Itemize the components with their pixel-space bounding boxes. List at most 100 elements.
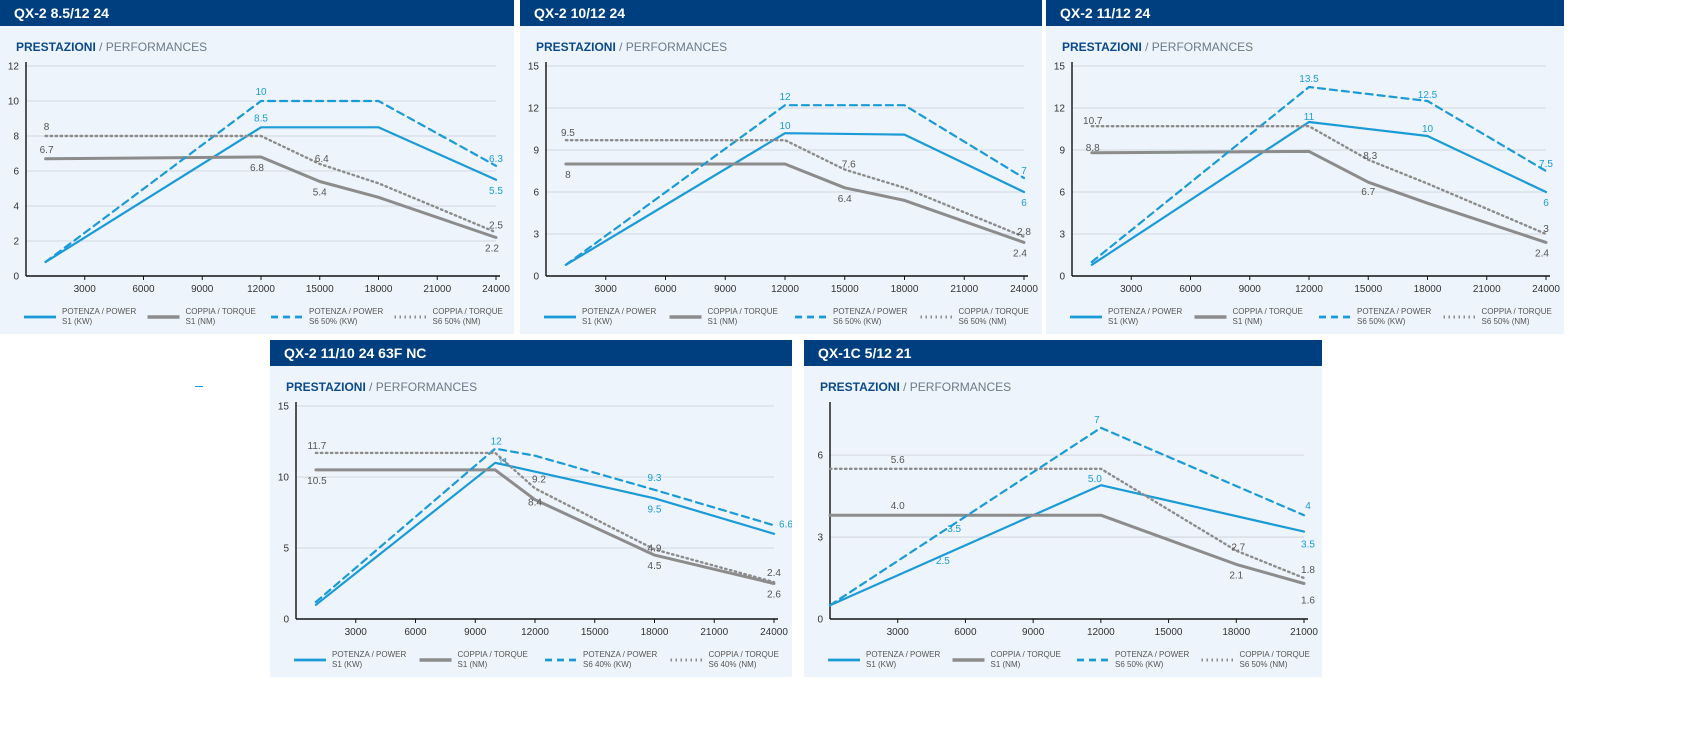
legend-label: S1 (NM): [1233, 317, 1263, 326]
series-line: [564, 138, 1026, 239]
series-line: [44, 126, 498, 264]
x-tick-label: 15000: [306, 284, 334, 295]
data-label: 7.5: [1539, 159, 1553, 170]
series-line: [314, 447, 776, 604]
legend-label: COPPIA / TORQUE: [433, 307, 503, 316]
x-tick-label: 3000: [1120, 284, 1143, 295]
subtitle-slash: /: [95, 40, 106, 54]
data-label: 3.5: [947, 524, 961, 535]
y-tick-label: 3: [1059, 230, 1065, 241]
x-tick-label: 18000: [891, 284, 919, 295]
x-tick-label: 12000: [521, 627, 549, 638]
data-label: 10: [1422, 124, 1434, 135]
series-line: [564, 162, 1026, 244]
legend-label: S1 (NM): [458, 660, 488, 669]
x-tick-label: 24000: [760, 627, 788, 638]
x-tick-label: 6000: [132, 284, 155, 295]
data-label: 6.6: [779, 519, 792, 530]
data-label: 7.6: [842, 160, 856, 171]
y-tick-label: 0: [817, 615, 823, 626]
data-label: 1.8: [1301, 565, 1315, 576]
data-label: 2.7: [1231, 543, 1245, 554]
data-label: 5.4: [313, 188, 327, 199]
chart-subtitle: PRESTAZIONI / PERFORMANCES: [1062, 40, 1253, 54]
subtitle-performances: PERFORMANCES: [375, 380, 478, 394]
data-label: 9.5: [648, 504, 662, 515]
subtitle-performances: PERFORMANCES: [1151, 40, 1254, 54]
legend-label: S6 50% (KW): [833, 317, 882, 326]
data-label: 5.6: [891, 455, 905, 466]
data-label: 9.3: [648, 473, 662, 484]
series-line: [564, 104, 1026, 266]
x-tick-label: 21000: [1290, 627, 1318, 638]
x-tick-label: 6000: [404, 627, 427, 638]
data-label: 8.4: [528, 498, 542, 509]
x-tick-label: 18000: [365, 284, 393, 295]
legend-label: S1 (KW): [62, 317, 93, 326]
legend-label: S6 50% (KW): [309, 317, 358, 326]
y-tick-label: 8: [13, 132, 19, 143]
data-label: 6.7: [1361, 187, 1375, 198]
y-tick-label: 9: [533, 146, 539, 157]
x-tick-label: 15000: [1155, 627, 1183, 638]
series-line: [1090, 149, 1548, 244]
legend-label: POTENZA / POWER: [833, 307, 907, 316]
data-label: 12: [491, 437, 503, 448]
data-label: 2.4: [1013, 248, 1027, 259]
legend-label: COPPIA / TORQUE: [186, 307, 256, 316]
legend-label: S6 40% (KW): [583, 660, 632, 669]
x-tick-label: 12000: [1295, 284, 1323, 295]
legend-label: COPPIA / TORQUE: [708, 307, 778, 316]
subtitle-prestazioni: PRESTAZIONI: [1062, 40, 1142, 54]
legend-label: S6 40% (NM): [709, 660, 757, 669]
data-label: 4.5: [648, 561, 662, 572]
legend-label: POTENZA / POWER: [1115, 650, 1189, 659]
y-tick-label: 12: [528, 104, 540, 115]
x-tick-label: 18000: [1414, 284, 1442, 295]
legend-label: S6 50% (NM): [1240, 660, 1288, 669]
chart-svg: 0 2 4 6 8 10 12 3000 6000 9000 12000 15000 18000 2100…: [8, 62, 510, 327]
data-label: 8.3: [1363, 151, 1377, 162]
data-label: 6: [1021, 198, 1027, 209]
chart-subtitle: PRESTAZIONI / PERFORMANCES: [16, 40, 207, 54]
chart-panel-3: QX-2 11/12 24 PRESTAZIONI / PERFORMANCES…: [1046, 0, 1564, 334]
x-tick-label: 3000: [595, 284, 618, 295]
legend-label: POTENZA / POWER: [582, 307, 656, 316]
series-line: [314, 468, 776, 585]
x-tick-label: 12000: [1087, 627, 1115, 638]
legend-label: S1 (KW): [866, 660, 897, 669]
chart-svg: 0 3 6 9 12 15 3000 6000 9000 12000 15000 18000 21000…: [1054, 62, 1560, 327]
chart-title: QX-2 10/12 24: [520, 0, 1042, 26]
data-label: 6.7: [40, 145, 54, 156]
data-label: 4: [1305, 501, 1311, 512]
legend-label: S1 (KW): [582, 317, 613, 326]
legend-label: COPPIA / TORQUE: [458, 650, 528, 659]
legend-label: S6 50% (NM): [1482, 317, 1530, 326]
x-tick-label: 6000: [954, 627, 977, 638]
y-tick-label: 3: [533, 230, 539, 241]
legend-label: COPPIA / TORQUE: [959, 307, 1029, 316]
x-tick-label: 15000: [1354, 284, 1382, 295]
x-tick-label: 6000: [654, 284, 677, 295]
chart-svg: 0 3 6 3000 6000 9000 12000 15000 18000 21000 5.6 4.…: [817, 402, 1318, 669]
legend-label: S1 (NM): [991, 660, 1021, 669]
series-line: [564, 132, 1026, 266]
x-tick-label: 15000: [831, 284, 859, 295]
x-tick-label: 21000: [950, 284, 978, 295]
data-label: 2.5: [489, 220, 503, 231]
x-tick-label: 21000: [423, 284, 451, 295]
series-line: [828, 426, 1306, 607]
data-label: 6: [1543, 198, 1549, 209]
y-tick-label: 10: [8, 97, 20, 108]
x-tick-label: 9000: [1239, 284, 1262, 295]
y-tick-label: 15: [278, 402, 290, 413]
x-tick-label: 24000: [1532, 284, 1560, 295]
x-tick-label: 3000: [74, 284, 97, 295]
legend-label: S1 (KW): [1108, 317, 1139, 326]
x-tick-label: 9000: [464, 627, 487, 638]
chart-title: QX-2 11/10 24 63F NC: [270, 340, 792, 366]
subtitle-slash: /: [615, 40, 626, 54]
subtitle-prestazioni: PRESTAZIONI: [286, 380, 366, 394]
data-label: 8: [565, 170, 571, 181]
y-tick-label: 6: [13, 167, 19, 178]
